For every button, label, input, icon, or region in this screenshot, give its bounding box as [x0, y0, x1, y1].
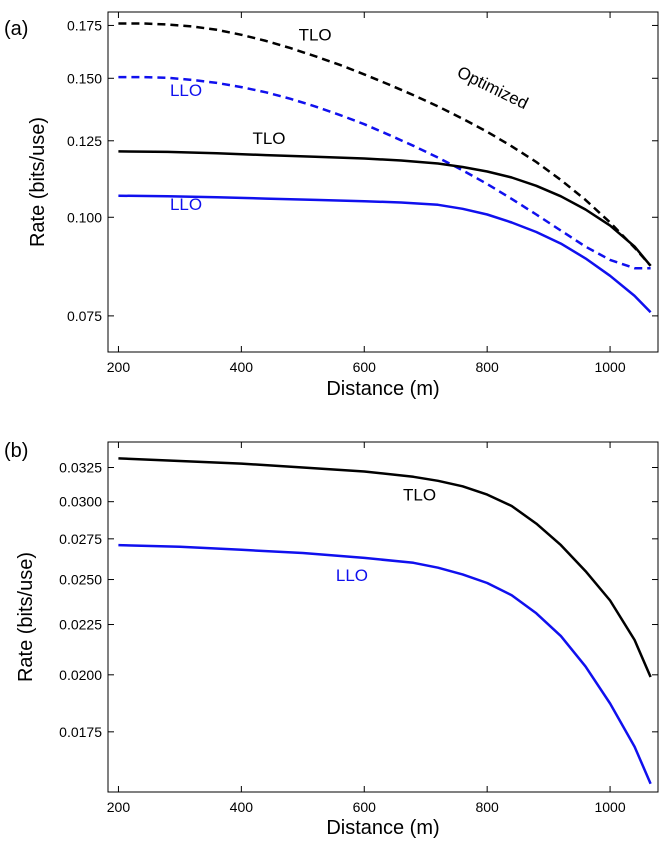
- annotation-label: LLO: [336, 566, 368, 585]
- y-axis-title-b: Rate (bits/use): [15, 552, 37, 682]
- annotation-label: TLO: [299, 25, 332, 44]
- y-axis-title-a: Rate (bits/use): [27, 117, 49, 247]
- series-line-tlo: [118, 457, 652, 678]
- series-line-llo-optimized: [118, 75, 651, 270]
- x-tick-label: 800: [475, 799, 499, 815]
- y-tick-label: 0.0175: [59, 724, 102, 740]
- y-tick-label: 0.175: [67, 17, 102, 33]
- x-tick-label: 1000: [594, 359, 625, 375]
- x-tick-label: 400: [230, 799, 254, 815]
- y-tick-label: 0.0325: [59, 460, 102, 476]
- series-line-llo: [118, 194, 652, 314]
- x-tick-label: 600: [353, 799, 377, 815]
- x-tick-label: 200: [107, 359, 131, 375]
- ticks-a: 200 400 600 800 1000 0.075 0.100 0.125 0.150 0.17…: [67, 12, 658, 375]
- x-axis-title-a: Distance (m): [326, 378, 439, 400]
- annotation-label: TLO: [252, 129, 285, 148]
- x-tick-label: 200: [107, 799, 131, 815]
- chart-panel-b: (b) 200 400 600 800 1000 0.0175 0.0200 0.0225 0.…: [4, 440, 659, 839]
- y-tick-label: 0.0300: [59, 494, 102, 510]
- panel-label-b: (b): [4, 440, 28, 462]
- y-tick-label: 0.0225: [59, 617, 102, 633]
- chart-panel-a: (a) 200 400 600 800 1000 0.075 0.100 0.125 0.150…: [4, 11, 659, 400]
- y-tick-label: 0.0250: [59, 572, 102, 588]
- series-group-a: [118, 22, 652, 314]
- annotation-label: LLO: [170, 195, 202, 214]
- panel-label-a: (a): [4, 18, 28, 40]
- y-tick-label: 0.075: [67, 308, 102, 324]
- y-tick-label: 0.100: [67, 209, 102, 225]
- y-tick-label: 0.0275: [59, 531, 102, 547]
- annotation-label: Optimized: [454, 62, 531, 113]
- series-line-llo: [118, 543, 652, 785]
- x-tick-label: 600: [353, 359, 377, 375]
- y-tick-label: 0.0200: [59, 667, 102, 683]
- series-group-b: [118, 457, 652, 785]
- annotation-label: LLO: [170, 81, 202, 100]
- x-axis-title-b: Distance (m): [326, 817, 439, 839]
- x-tick-label: 1000: [594, 799, 625, 815]
- y-tick-label: 0.125: [67, 133, 102, 149]
- x-tick-label: 400: [230, 359, 254, 375]
- series-line-tlo: [118, 150, 652, 267]
- y-tick-label: 0.150: [67, 70, 102, 86]
- annotations-b: TLO LLO: [336, 485, 436, 585]
- annotation-label: TLO: [403, 485, 436, 504]
- x-tick-label: 800: [475, 359, 499, 375]
- plot-frame-b: [107, 441, 659, 793]
- series-line-tlo-optimized: [118, 22, 652, 267]
- plot-frame-a: [107, 11, 659, 353]
- ticks-b: 200 400 600 800 1000 0.0175 0.0200 0.0225 0.0250…: [59, 442, 658, 815]
